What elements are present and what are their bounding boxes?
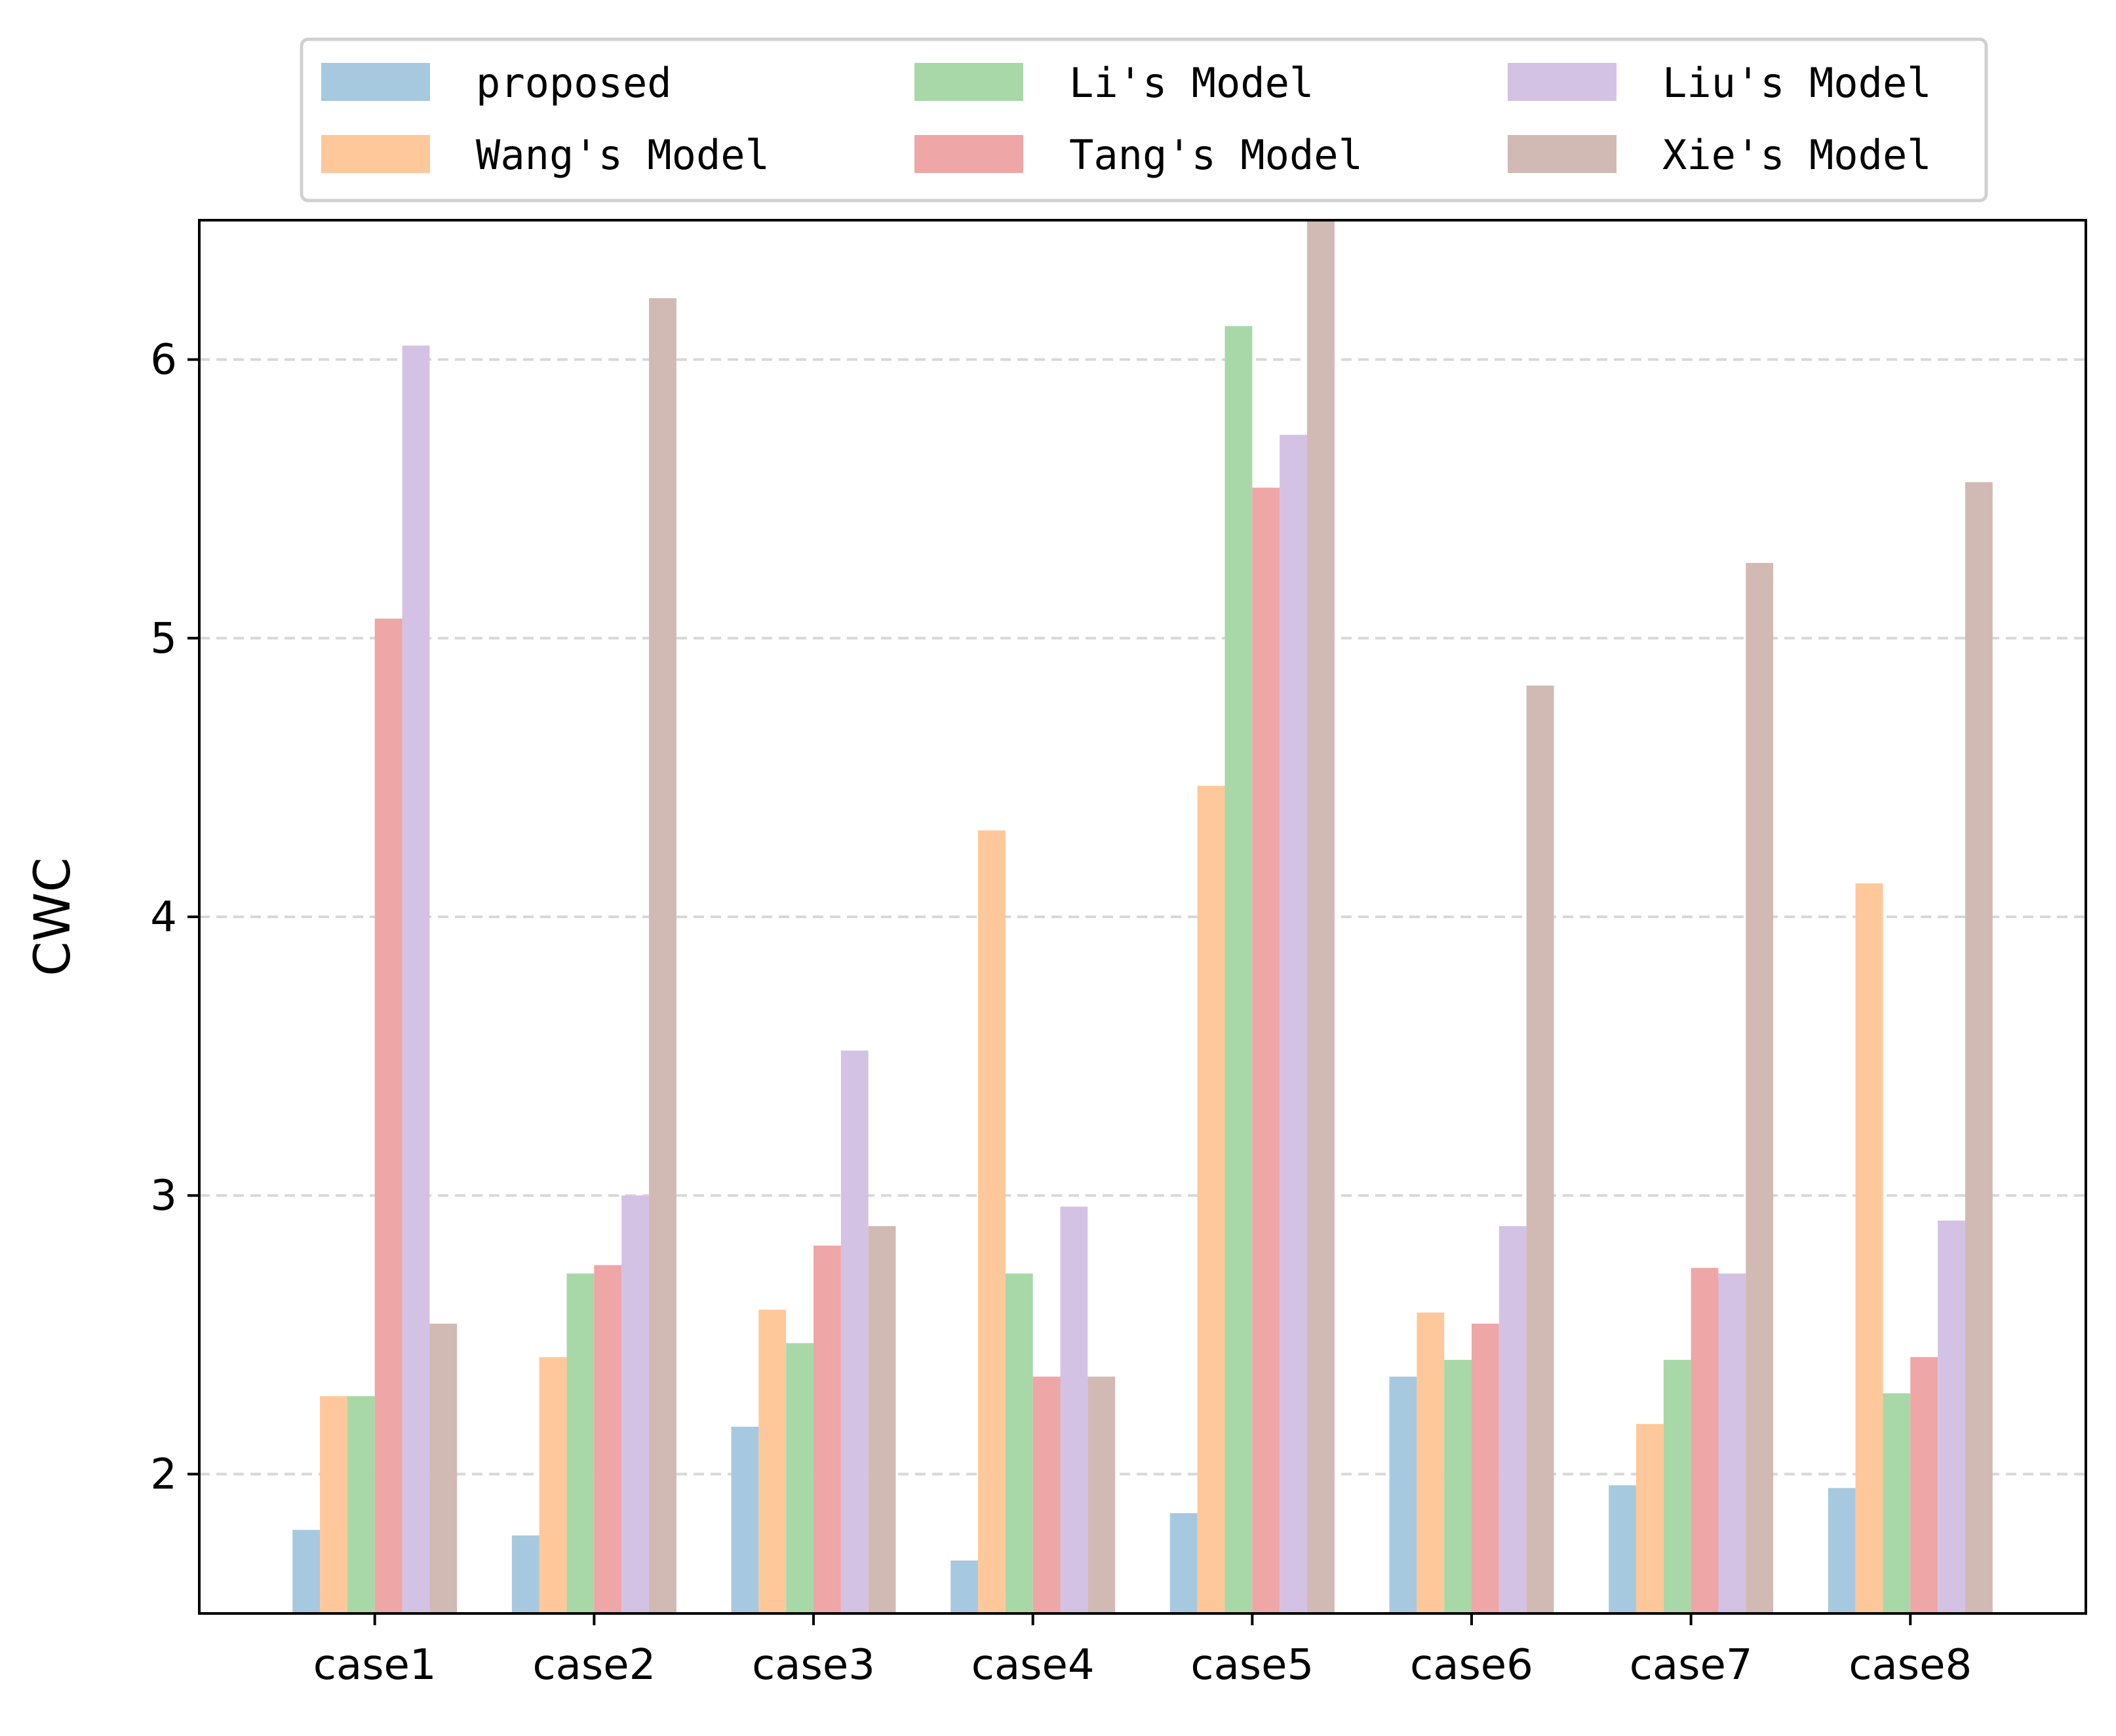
bar-case1-series-5	[429, 1323, 458, 1613]
bar-case4-series-5	[1087, 1376, 1116, 1613]
bar-case6-series-5	[1526, 685, 1554, 1613]
gridlines	[199, 358, 2086, 1476]
bar-case3-series-1	[758, 1309, 787, 1613]
bar-case6-series-2	[1444, 1360, 1472, 1613]
legend-swatch-0	[321, 63, 430, 101]
x-tick-label-case4: case4	[971, 1641, 1095, 1689]
x-tick-label-case2: case2	[532, 1641, 656, 1689]
x-tick-label-case3: case3	[752, 1641, 875, 1689]
bar-case6-series-0	[1389, 1376, 1417, 1613]
x-tick-label-case5: case5	[1190, 1641, 1314, 1689]
legend-swatch-3	[914, 135, 1023, 173]
legend-swatch-2	[914, 63, 1023, 101]
bar-case8-series-3	[1910, 1357, 1938, 1613]
bar-case7-series-0	[1609, 1485, 1636, 1613]
bar-case3-series-2	[786, 1343, 814, 1613]
legend-swatch-5	[1508, 135, 1616, 173]
bar-case4-series-4	[1060, 1206, 1088, 1613]
y-axis-title: CWC	[23, 857, 81, 976]
x-tick-label-case7: case7	[1630, 1641, 1753, 1689]
bar-case7-series-3	[1691, 1267, 1719, 1613]
legend: proposed Wang's Model Li's Model Tang's Mod…	[300, 37, 1988, 203]
bar-case5-series-2	[1225, 326, 1253, 1614]
bar-case6-series-1	[1417, 1312, 1445, 1613]
bar-case8-series-5	[1965, 482, 1993, 1613]
legend-swatch-1	[321, 135, 430, 173]
bar-case7-series-4	[1718, 1273, 1746, 1613]
y-tick-label: 5	[150, 615, 177, 663]
legend-swatch-4	[1508, 63, 1616, 101]
bar-case2-series-3	[594, 1265, 622, 1613]
bar-case2-series-2	[566, 1273, 595, 1613]
bar-case5-series-3	[1252, 488, 1280, 1613]
bars	[292, 220, 1993, 1614]
legend-label-1: Wang's Model	[476, 131, 770, 179]
bar-case2-series-0	[511, 1535, 539, 1613]
bar-case4-series-0	[950, 1560, 979, 1613]
bar-case7-series-5	[1746, 562, 1774, 1613]
bar-case1-series-0	[292, 1530, 321, 1613]
bar-case3-series-3	[813, 1245, 841, 1613]
y-tick-label: 6	[150, 336, 177, 385]
y-tick-label: 4	[150, 893, 177, 942]
y-tick-label: 3	[150, 1172, 177, 1220]
bar-case5-series-1	[1197, 786, 1225, 1613]
bar-case7-series-2	[1663, 1360, 1691, 1613]
bar-case5-series-5	[1306, 220, 1335, 1613]
x-tick-label-case6: case6	[1410, 1641, 1533, 1689]
bar-case6-series-4	[1499, 1225, 1527, 1613]
bar-case1-series-2	[347, 1396, 375, 1613]
bar-case5-series-4	[1280, 434, 1307, 1613]
bar-case8-series-2	[1883, 1393, 1911, 1613]
legend-label-3: Tang's Model	[1069, 131, 1363, 179]
bar-case3-series-5	[868, 1225, 896, 1613]
bar-case1-series-3	[374, 619, 402, 1613]
bar-case4-series-1	[978, 830, 1006, 1613]
y-axis-ticks: 2 3 4 5 6	[150, 336, 199, 1499]
bar-case2-series-5	[649, 298, 676, 1613]
bar-case3-series-4	[840, 1051, 869, 1613]
legend-items: proposed Wang's Model Li's Model Tang's Mod…	[321, 59, 1932, 179]
bar-case2-series-4	[621, 1195, 650, 1613]
x-tick-label-case8: case8	[1849, 1641, 1972, 1689]
x-axis-ticks: case1 case2 case3 case4 case5 case6 case7 case8	[313, 1613, 1972, 1689]
y-tick-label: 2	[150, 1450, 177, 1499]
bar-case4-series-3	[1032, 1376, 1061, 1613]
legend-label-5: Xie's Model	[1662, 131, 1932, 179]
bar-case4-series-2	[1005, 1273, 1033, 1613]
bar-case1-series-1	[320, 1396, 347, 1613]
x-tick-label-case1: case1	[313, 1641, 437, 1689]
bar-case2-series-1	[539, 1357, 567, 1613]
bar-case3-series-0	[731, 1427, 759, 1613]
bar-case8-series-1	[1855, 883, 1883, 1613]
bar-case5-series-0	[1169, 1513, 1198, 1613]
legend-label-2: Li's Model	[1069, 59, 1314, 107]
bar-case1-series-4	[402, 345, 430, 1613]
legend-label-0: proposed	[476, 59, 672, 107]
bar-case8-series-0	[1828, 1488, 1856, 1613]
bar-case7-series-1	[1636, 1423, 1664, 1613]
bar-case8-series-4	[1938, 1220, 1965, 1613]
legend-label-4: Liu's Model	[1662, 59, 1932, 107]
bar-case6-series-3	[1471, 1323, 1499, 1613]
